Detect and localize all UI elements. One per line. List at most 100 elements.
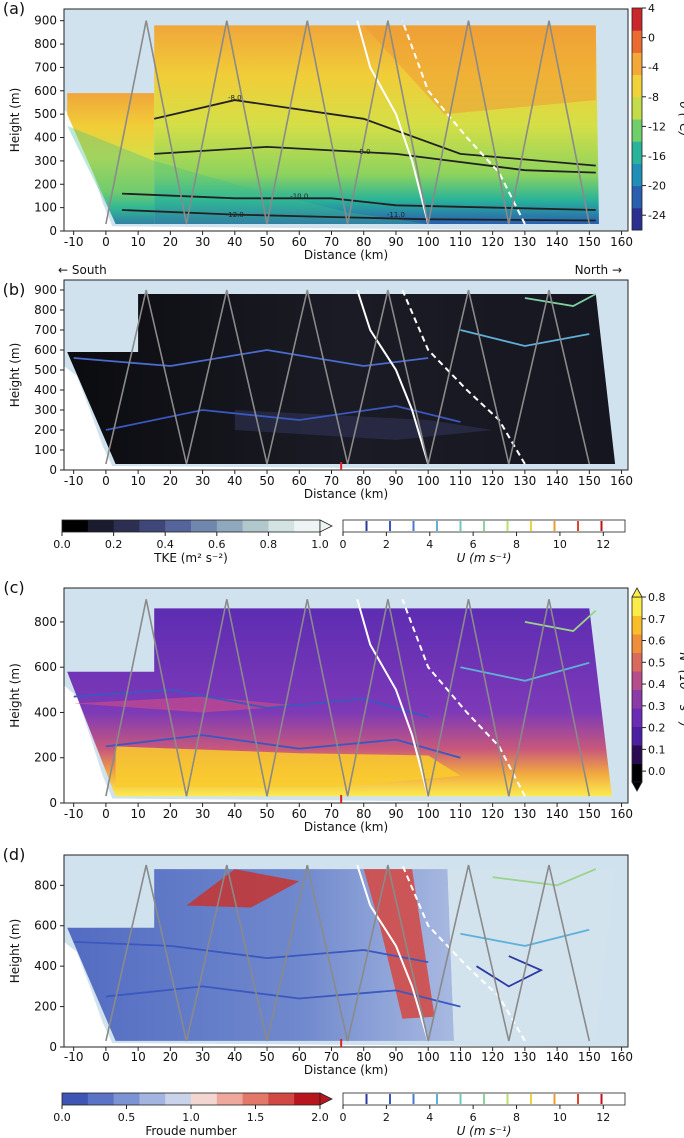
y-tick-label: 0 <box>49 463 57 477</box>
flight-track <box>105 20 591 225</box>
flight-track <box>105 864 591 1042</box>
x-tick-label: 50 <box>259 807 274 821</box>
colorbar-swatch <box>632 652 642 672</box>
colorbar-tick-label: 4 <box>426 1111 433 1124</box>
contour-line <box>121 192 596 211</box>
panel-label: (d) <box>3 845 26 864</box>
colorbar-tick-label: 0 <box>340 1111 347 1124</box>
colorbar-tick-label: 0.4 <box>648 678 666 691</box>
no-data-region <box>447 869 616 1041</box>
contour-line <box>154 145 596 174</box>
cold-pool <box>67 125 429 224</box>
y-tick-label: 100 <box>34 201 57 215</box>
x-axis-label: Distance (km) <box>304 820 388 834</box>
y-tick-label: 600 <box>34 919 57 933</box>
x-tick-label: -10 <box>64 807 84 821</box>
colorbar-u-b: 0 2 4 6 8 10 12 U (m s⁻¹) <box>340 519 626 565</box>
colorbar-tick-label: 0.5 <box>118 1111 136 1124</box>
contour-line <box>121 209 596 222</box>
colorbar-tick-label: -4 <box>648 61 659 74</box>
contour-line <box>460 928 590 947</box>
field <box>67 294 616 464</box>
colorbar-tick-label: 0.0 <box>648 765 666 778</box>
colorbar-tick-label: 10 <box>553 1111 567 1124</box>
x-tick-label: 60 <box>292 474 307 488</box>
y-axis-label: Height (m) <box>8 88 22 153</box>
colorbar-tick-label: 0.5 <box>648 656 666 669</box>
y-tick-label: 600 <box>34 84 57 98</box>
y-tick-label: 300 <box>34 154 57 168</box>
x-tick-label: 140 <box>546 474 569 488</box>
colorbar-tick-label: 0.2 <box>648 722 666 735</box>
contour-label: -9.0 <box>357 148 371 156</box>
x-axis-label: Distance (km) <box>304 248 388 262</box>
flight-track <box>105 289 591 465</box>
plot-frame <box>63 587 629 804</box>
contour-line <box>524 293 597 307</box>
contour-label: -11.0 <box>387 211 405 219</box>
colorbar-swatch <box>87 1093 115 1105</box>
x-tick-label: 0 <box>102 474 110 488</box>
x-tick-label: 80 <box>356 807 371 821</box>
y-tick-label: 500 <box>34 363 57 377</box>
colorbar-swatch <box>632 119 642 142</box>
y-tick-label: 900 <box>34 14 57 28</box>
colorbar-tick-label: 2 <box>383 538 390 551</box>
colorbar-tick-label: 12 <box>596 1111 610 1124</box>
x-tick-label: 40 <box>227 474 242 488</box>
panel-3: -10 0 10 20 30 40 50 60 70 80 90 100 110 120 130 140 150… <box>3 845 633 1077</box>
colorbar-label: N² (10⁻³ s⁻²) <box>677 652 684 727</box>
colorbar-label: TKE (m² s⁻²) <box>153 551 228 565</box>
colorbar-swatch <box>191 1093 218 1105</box>
colorbar-tick-label: 1.5 <box>247 1111 265 1124</box>
x-tick-label: 100 <box>417 235 440 249</box>
contour-line <box>460 329 590 347</box>
colorbar-extend <box>319 1092 333 1106</box>
colorbar-tick-label: -8 <box>648 91 659 104</box>
colorbar-swatch <box>62 1093 89 1105</box>
colorbar-tick-label: 2 <box>383 1111 390 1124</box>
colorbar-swatch <box>294 1093 321 1105</box>
plot-frame <box>63 854 629 1048</box>
panel-label: (b) <box>3 280 26 299</box>
x-tick-label: 20 <box>163 235 178 249</box>
x-tick-label: 50 <box>259 1050 274 1064</box>
x-tick-label: 100 <box>417 474 440 488</box>
x-tick-label: 110 <box>449 474 472 488</box>
colorbar-swatch <box>632 634 642 653</box>
colorbar-swatch <box>632 30 642 53</box>
colorbar-swatch <box>632 185 642 209</box>
x-tick-label: 20 <box>163 1050 178 1064</box>
colorbar-n2: 0.8 0.7 0.6 0.5 0.4 0.3 0.2 0.1 0.0 N² (10⁻³ s⁻²) <box>631 587 684 792</box>
colorbar-swatch <box>632 141 642 164</box>
colorbar-swatch <box>632 597 642 616</box>
y-tick-label: 600 <box>34 660 57 674</box>
y-tick-label: 400 <box>34 383 57 397</box>
colorbar-swatch <box>632 96 642 120</box>
direction-south: ← South <box>58 263 107 277</box>
y-tick-label: 200 <box>34 751 57 765</box>
colorbar-tick-label: 12 <box>596 538 610 551</box>
x-tick-label: 80 <box>356 474 371 488</box>
y-tick-label: 200 <box>34 177 57 191</box>
colorbar-tick-label: 8 <box>513 1111 520 1124</box>
colorbar-swatch <box>268 520 295 532</box>
colorbar-tick-label: 0.7 <box>648 613 666 626</box>
x-tick-label: 10 <box>130 235 145 249</box>
y-tick-label: 0 <box>49 1040 57 1054</box>
y-tick-label: 700 <box>34 323 57 337</box>
y-tick-label: 400 <box>34 131 57 145</box>
x-tick-label: 160 <box>610 235 633 249</box>
x-tick-label: 130 <box>513 807 536 821</box>
colorbar-tick-label: 0.6 <box>208 538 226 551</box>
colorbar-swatch <box>62 520 89 532</box>
x-tick-label: 70 <box>324 235 339 249</box>
x-tick-label: 90 <box>388 807 403 821</box>
stable-patch <box>73 696 300 713</box>
colorbar-tick-label: 8 <box>513 538 520 551</box>
x-tick-label: 130 <box>513 235 536 249</box>
x-tick-label: 60 <box>292 807 307 821</box>
contour-line <box>73 688 429 718</box>
x-tick-label: -10 <box>64 474 84 488</box>
x-tick-label: 100 <box>417 807 440 821</box>
